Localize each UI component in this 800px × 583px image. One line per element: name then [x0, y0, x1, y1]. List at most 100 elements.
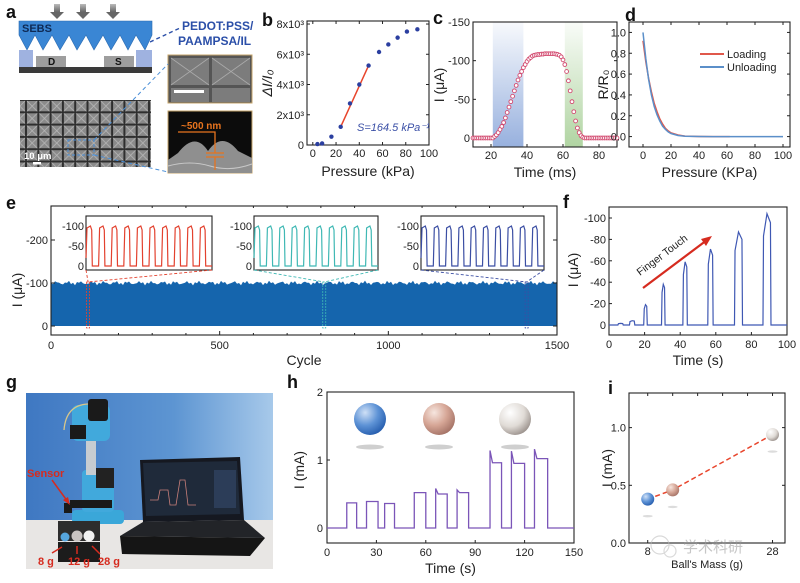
chart-f: 0 20 40 60 80 100 0 -20 -40 -60 -80 -100 Time (s) I (… — [565, 206, 796, 368]
data-point — [319, 141, 325, 146]
data-point — [503, 115, 508, 121]
inset-y-tick-label: -50 — [403, 241, 419, 253]
inset-pulse-trace — [253, 225, 378, 267]
chart-e: 0 500 1000 1500 0 -100 -200 Cycle I (μA) 0 -50 -100… — [9, 205, 569, 368]
ball-icon-12-g-ball — [423, 403, 455, 435]
inset-y-tick-label: -100 — [397, 221, 419, 233]
ball-icon-28-g-ball — [499, 403, 531, 435]
y-tick-label: 1 — [317, 455, 323, 467]
plot-frame — [608, 206, 788, 336]
data-point — [562, 62, 568, 67]
legend-label: Loading — [727, 49, 766, 61]
cycling-current-area — [51, 280, 557, 326]
x-tick-label: 0 — [606, 339, 612, 351]
inset-y-tick-label: -50 — [236, 241, 252, 253]
ball-shadow — [642, 514, 653, 518]
data-point — [506, 104, 512, 110]
data-point — [614, 135, 620, 141]
x-tick-label: 20 — [665, 150, 677, 162]
ball-8g — [60, 532, 70, 542]
inset-y-tick-label: 0 — [413, 261, 419, 273]
ball-label-8g: 8 g — [38, 556, 54, 568]
data-point — [564, 69, 569, 74]
data-point — [499, 124, 505, 129]
data-point — [573, 118, 578, 124]
y-tick-label: 6x10³ — [276, 49, 304, 61]
data-point — [366, 63, 371, 68]
x-tick-label: 1000 — [376, 340, 400, 352]
x-tick-label: 80 — [745, 339, 757, 351]
ball-label-12g: 12 g — [68, 556, 90, 568]
inset-link — [324, 269, 379, 283]
x-tick-label: 40 — [693, 150, 705, 162]
substrate — [19, 67, 152, 73]
cross-section-label: ~500 nm — [181, 121, 221, 132]
x-tick-label: 0 — [324, 547, 330, 559]
panel-a-schematic: SEBS D S PEDOT:PSS/ PAAMPSA/IL 10 μm — [18, 4, 254, 174]
inset-link — [420, 269, 527, 283]
inset-y-tick-label: 0 — [246, 261, 252, 273]
inset-pulse-trace — [85, 225, 212, 267]
x-axis-label: Ball's Mass (g) — [671, 559, 743, 571]
x-tick-label: 80 — [593, 150, 605, 162]
data-point — [510, 93, 515, 99]
panel-letter-i: i — [608, 378, 614, 398]
x-tick-label: 30 — [370, 547, 382, 559]
y-tick-label: 0.0 — [611, 538, 626, 550]
data-point — [501, 120, 506, 125]
data-point — [315, 141, 320, 147]
inset-link — [526, 269, 545, 283]
y-tick-label: -100 — [448, 56, 470, 68]
pressure-arrow-icon — [50, 4, 120, 19]
y-tick-label: 0.5 — [611, 480, 626, 492]
ball-box-front — [58, 542, 100, 562]
x-tick-label: 150 — [565, 547, 583, 559]
y-tick-label: 0 — [42, 321, 48, 333]
watermark-text: 学术科研 — [683, 538, 743, 556]
legend-label: Unloading — [727, 62, 777, 74]
x-tick-label: 500 — [210, 340, 228, 352]
inset-link — [85, 269, 89, 283]
spacer-right — [136, 50, 152, 67]
chart-d: 0 20 40 60 80 100 0.0 0.2 0.4 0.6 0.8 1.0 Pressure (… — [595, 21, 792, 180]
x-axis-label: Time (s) — [425, 560, 476, 576]
current-trace — [327, 448, 574, 529]
ball-shadow — [667, 505, 678, 509]
x-tick-label: 60 — [376, 148, 388, 160]
data-point — [386, 42, 391, 47]
x-tick-label: 100 — [420, 148, 438, 160]
y-tick-label: 2 — [317, 387, 323, 399]
ball-label-28g: 28 g — [98, 556, 120, 568]
x-tick-label: 60 — [557, 150, 569, 162]
source-electrode — [104, 56, 134, 67]
panel-letter-g: g — [6, 372, 17, 392]
plot-frame — [628, 21, 791, 148]
wechat-icon — [650, 535, 670, 555]
inset-link — [88, 269, 213, 283]
sem-scale-bar — [33, 162, 41, 165]
y-tick-label: 4x10³ — [276, 80, 304, 92]
x-axis-label: Time (ms) — [514, 164, 576, 180]
x-tick-label: 90 — [469, 547, 481, 559]
panel-letter-d: d — [625, 5, 636, 25]
ball-28g — [83, 530, 95, 542]
y-tick-label: 0.6 — [611, 69, 626, 81]
y-tick-label: -80 — [590, 234, 606, 246]
arrow-head-icon — [701, 236, 712, 246]
chart-c: 20 40 60 80 0 -50 -100 -150 Time (ms) I (μA) — [431, 17, 620, 180]
y-tick-label: 0.2 — [611, 111, 626, 123]
y-tick-label: 2x10³ — [276, 110, 304, 122]
unloading-region — [564, 22, 583, 147]
data-point — [566, 78, 571, 84]
spacer-left — [19, 50, 33, 67]
x-tick-label: 0 — [48, 340, 54, 352]
plot-frame — [50, 205, 558, 336]
series-line-loading — [642, 40, 730, 138]
panel-letter-f: f — [563, 192, 569, 212]
inset-y-tick-label: -100 — [62, 221, 84, 233]
y-tick-label: -150 — [448, 17, 470, 29]
material-label-line1: PEDOT:PSS/ — [182, 19, 254, 33]
data-point — [329, 134, 334, 139]
y-axis-label: I (mA) — [291, 451, 307, 489]
y-tick-label: 0.8 — [611, 48, 626, 60]
